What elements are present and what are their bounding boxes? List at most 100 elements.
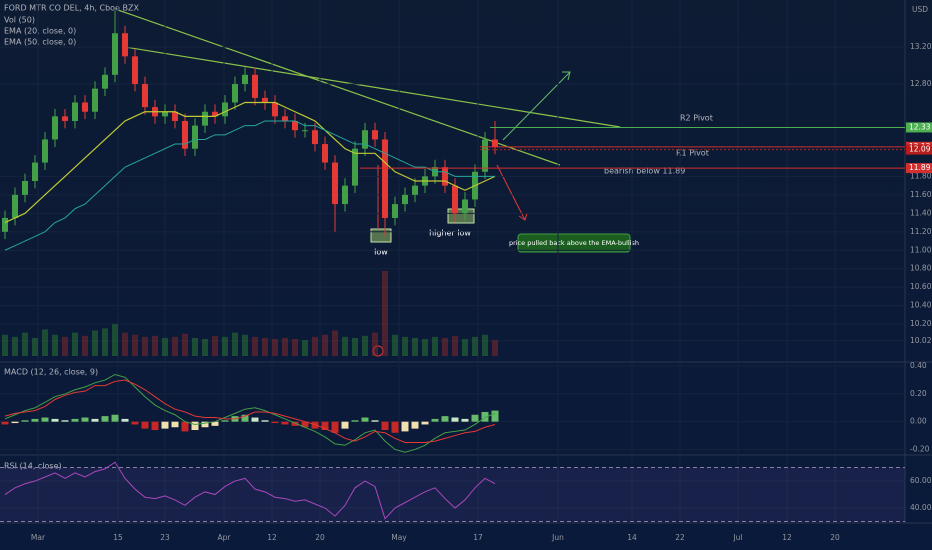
volume-bar [232,332,238,356]
y-tick-label: 60.00 [910,476,932,485]
candle-body [272,102,278,117]
volume-bar [352,337,358,356]
candle-body [262,97,268,103]
x-tick-label: 14 [627,533,637,542]
volume-bar [212,335,218,356]
macd-bar [221,420,229,422]
candle-body [192,125,198,149]
macd-bar [381,421,389,431]
price-badge-label: 12.09 [909,145,931,154]
macd-bar [281,421,289,425]
macd-bar [41,417,49,422]
macd-bar [261,420,269,422]
x-tick-label: May [391,533,407,542]
ema50-line [4,120,495,251]
candle-body [372,130,378,140]
volume-bar [242,334,248,356]
volume-bar [472,336,478,356]
volume-bar [382,271,388,356]
macd-bar [161,421,169,429]
volume-bar [132,334,138,356]
volume-bar [182,333,188,356]
price-badge [906,144,932,155]
volume-bar [412,337,418,356]
candle-body [492,139,498,147]
macd-bar [1,421,9,425]
macd-bar [401,421,409,432]
candle-body [462,199,468,214]
candle-body [132,56,138,85]
volume-bar [442,337,448,356]
volume-bar [272,339,278,356]
candle-body [352,148,358,186]
x-tick-label: 12 [782,533,792,542]
y-tick-label: 13.20 [910,42,932,51]
volume-bar [82,335,88,356]
y-tick-label: -0.20 [910,444,930,453]
volume-bar [262,337,268,356]
candle-body [212,111,218,117]
annotation: higher low [429,229,471,238]
volume-bar [422,339,428,356]
bull-arrow [502,71,571,141]
volume-bar [302,340,308,356]
signal-line [4,379,496,444]
macd-bar [131,421,139,425]
candle-body [42,139,48,163]
macd-bar [271,421,279,424]
candle-body [482,139,488,172]
candle-body [242,74,248,85]
macd-bar [351,420,359,422]
macd-bar [361,417,369,422]
x-tick-label: 12 [267,533,277,542]
volume-bar [292,339,298,356]
volume-bar [322,334,328,356]
volume-bar [102,328,108,356]
candle-body [102,74,108,89]
macd-bar [491,410,499,422]
macd-bar [61,420,69,422]
y-tick-label: 40.00 [910,503,932,512]
volume-bar [42,329,48,356]
volume-bar [332,330,338,356]
macd-bar [321,421,329,431]
ema20-line [4,101,496,224]
y-tick-label: 0.40 [910,361,927,370]
candle-body [342,185,348,205]
y-tick-label: 11.20 [910,227,932,236]
x-tick-label: Mar [31,533,46,542]
y-tick-label: 10.20 [910,319,932,328]
macd-bar [451,417,459,422]
annotation: R2 Pivot [680,114,713,123]
callout-box [517,233,631,253]
x-tick-label: Jul [732,533,742,542]
legend-item: EMA (20, close, 0) [4,27,76,36]
pane-title: MACD (12, 26, close, 9) [4,368,98,377]
macd-bar [301,421,309,428]
volume-bar [482,334,488,356]
candle-body [182,120,188,149]
candle-body [32,162,38,181]
x-tick-label: 15 [113,533,123,542]
volume-bar [52,334,58,356]
y-tick-label: 12.80 [910,79,932,88]
candle-body [402,194,408,205]
macd-bar [101,416,109,422]
macd-bar [111,414,119,422]
candle-body [452,185,458,214]
macd-bar [461,418,469,422]
candle-body [412,185,418,195]
candle-body [162,111,168,117]
annotation: bearish below 11.89 [604,167,685,176]
candle-body [252,74,258,98]
macd-bar [51,418,59,422]
macd-bar [201,421,209,428]
candle-body [52,116,58,140]
volume-bar [22,332,28,356]
volume-bar [192,337,198,356]
volume-bar [92,330,98,356]
macd-bar [251,417,259,422]
macd-bar [431,418,439,422]
volume-bar [122,332,128,356]
y-tick-label: 11.40 [910,208,932,217]
